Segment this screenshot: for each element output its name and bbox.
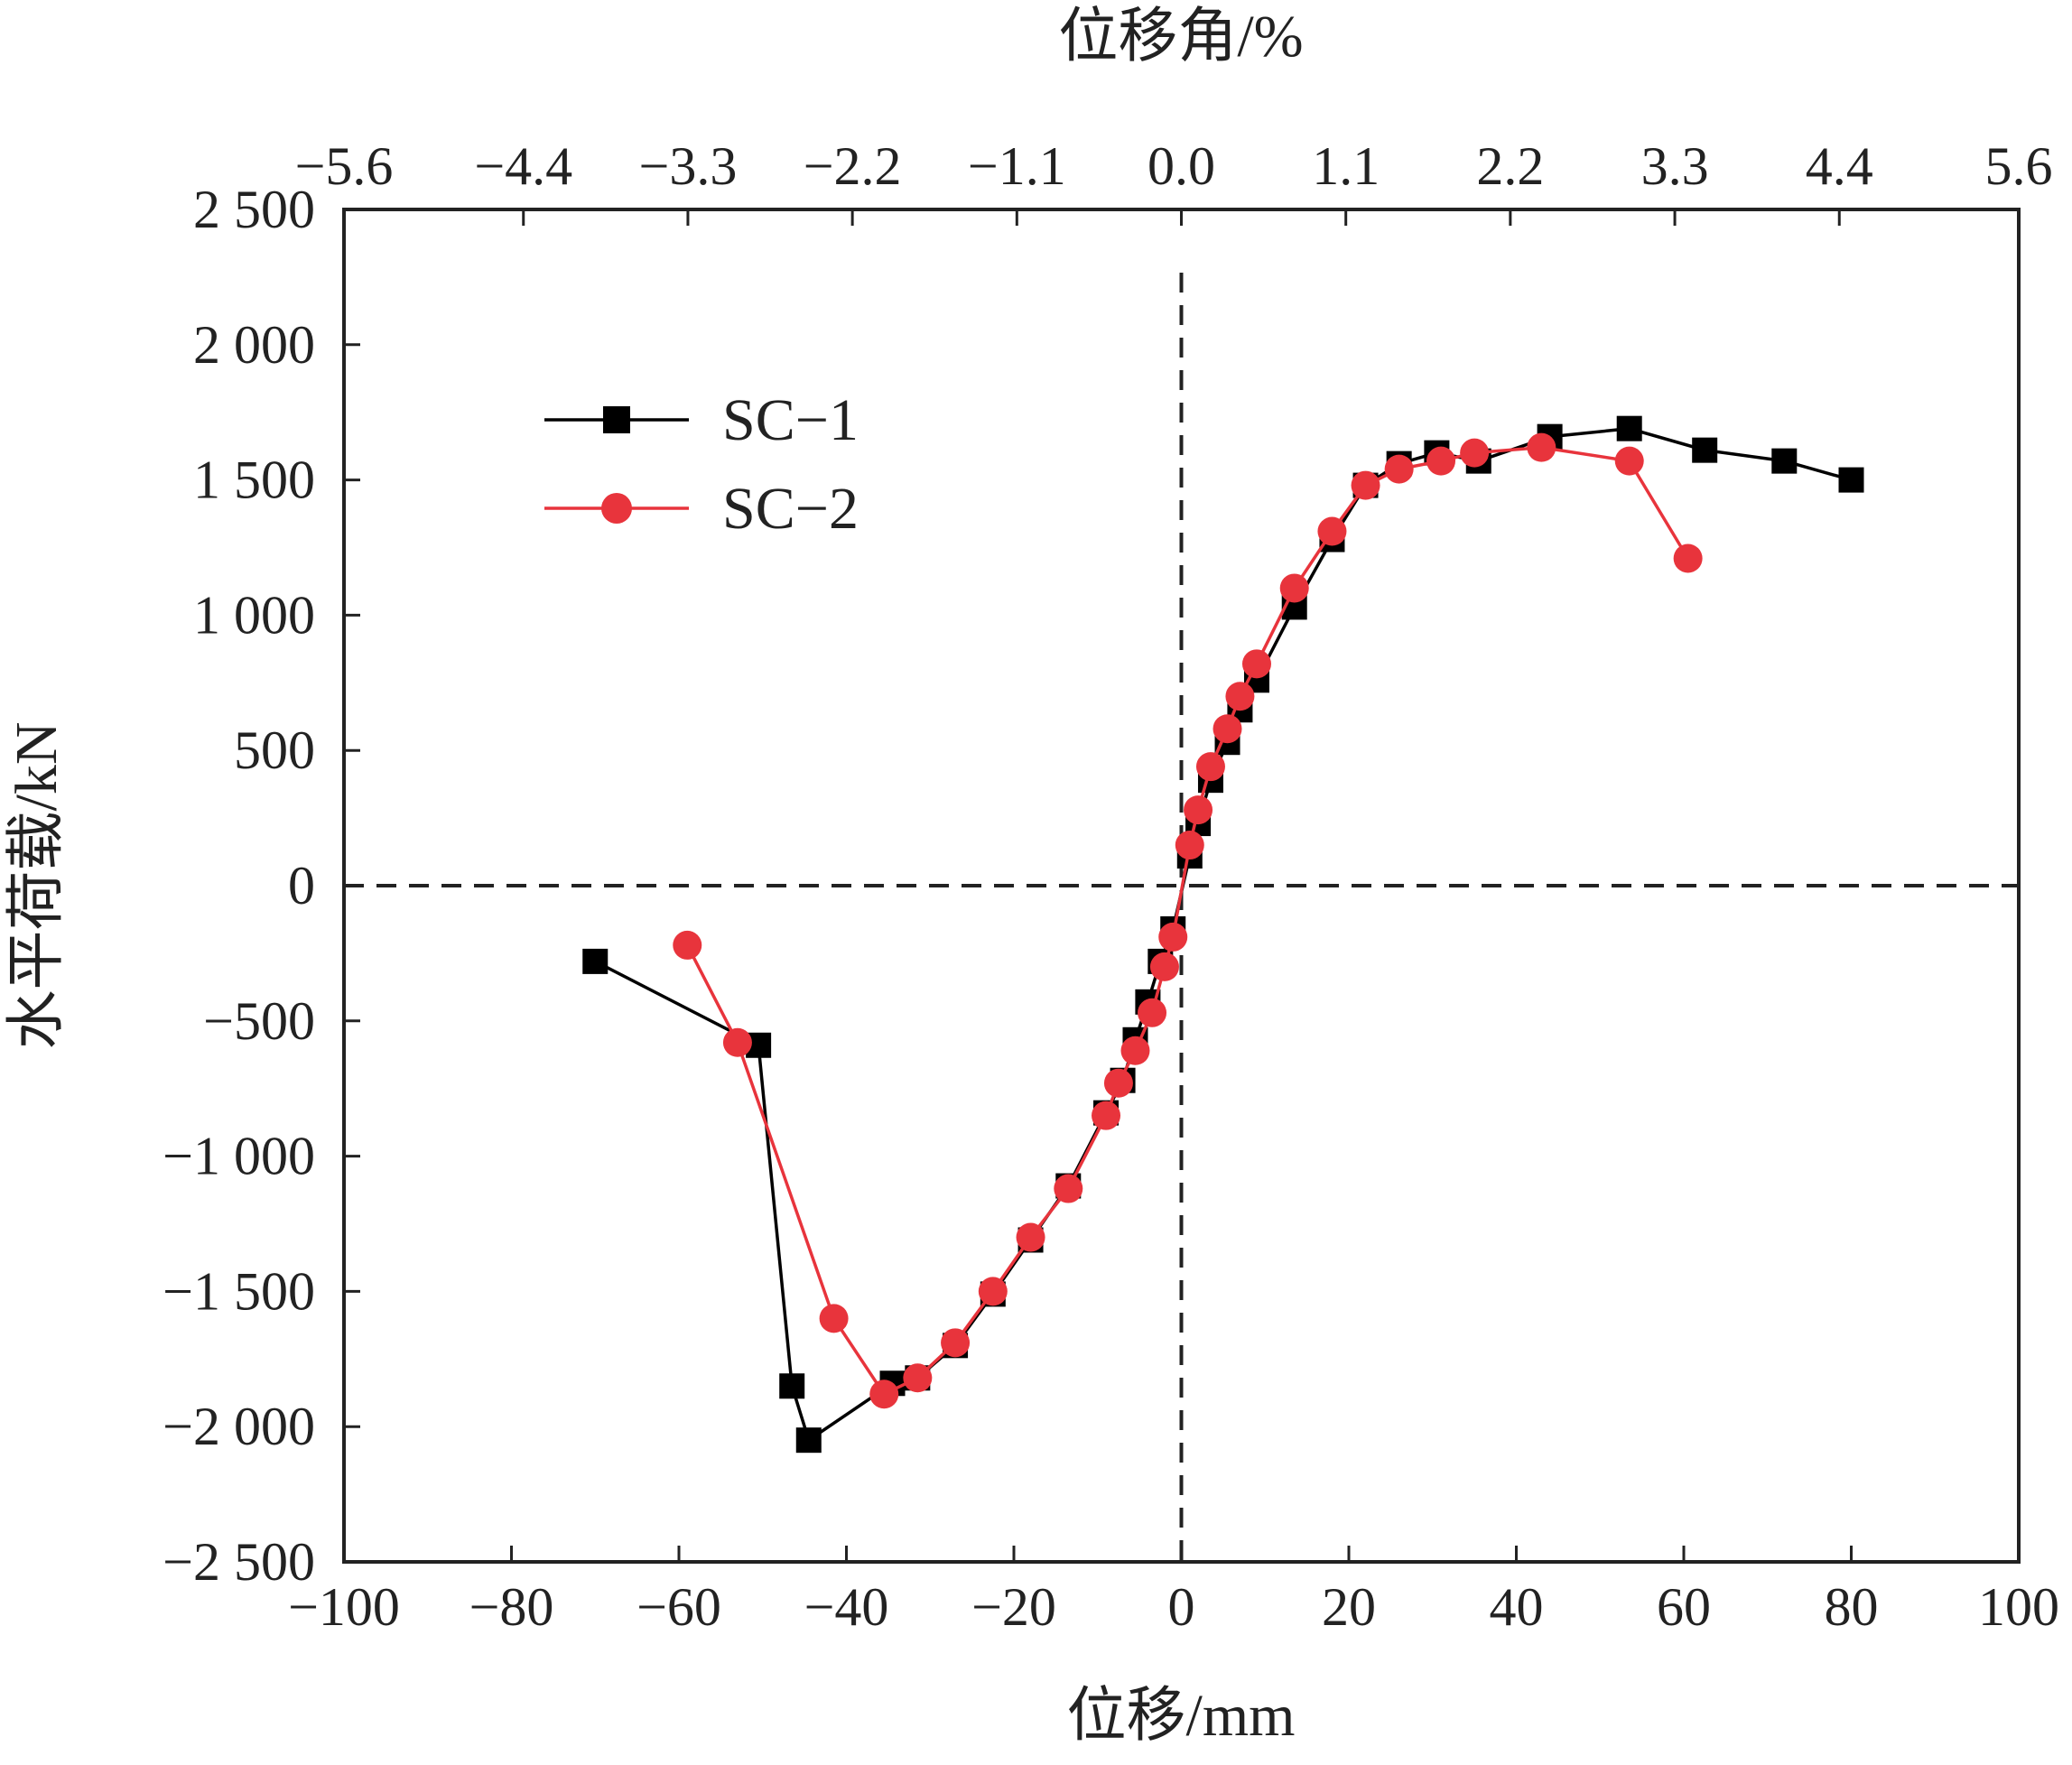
top-x-tick-label: 1.1	[1312, 136, 1380, 196]
y-tick-label: 0	[288, 856, 315, 915]
series-1-point	[779, 1373, 805, 1399]
top-x-tick-label: −1.1	[968, 136, 1066, 196]
series-2-point	[941, 1328, 971, 1358]
legend: SC−1 SC−2	[544, 387, 859, 542]
series-2-point	[1673, 543, 1703, 573]
series-2-point	[1279, 573, 1309, 603]
series-2-point	[1138, 998, 1167, 1027]
legend-item: SC−2	[544, 476, 859, 542]
top-x-tick-label: 5.6	[1985, 136, 2053, 196]
x-axis-title: 位移/mm	[1066, 1683, 1295, 1749]
series-2-point	[1195, 752, 1225, 782]
series-2-point	[673, 930, 702, 960]
top-x-tick-label: −5.6	[295, 136, 394, 196]
series-2-point	[1614, 446, 1644, 476]
series-1-point	[582, 948, 609, 974]
reference-lines	[344, 273, 2019, 1562]
x-tick-label: −100	[288, 1577, 400, 1637]
top-x-tick-label: 2.2	[1476, 136, 1544, 196]
series-1-point	[1616, 415, 1642, 441]
x-tick-label: 20	[1322, 1577, 1376, 1637]
series-2-point	[903, 1363, 933, 1393]
x-tick-label: −20	[971, 1577, 1056, 1637]
x-tick-label: −60	[636, 1577, 721, 1637]
top-x-axis-title: 位移角/%	[1058, 4, 1303, 70]
y-tick-label: −500	[203, 991, 315, 1051]
top-x-tick-label: 0.0	[1147, 136, 1215, 196]
y-tick-label: −2 000	[163, 1397, 315, 1456]
series-2-point	[1054, 1174, 1083, 1203]
series-2-point	[1241, 649, 1271, 679]
y-tick-label: −2 500	[163, 1532, 315, 1592]
series-2-point	[1016, 1222, 1045, 1252]
y-tick-label: 500	[234, 720, 315, 780]
top-x-tick-label: 3.3	[1641, 136, 1709, 196]
y-tick-label: −1 500	[163, 1261, 315, 1321]
legend-item: SC−1	[544, 387, 859, 453]
series-2-point	[1120, 1036, 1150, 1065]
x-tick-label: 60	[1657, 1577, 1711, 1637]
legend-marker	[601, 493, 632, 524]
y-tick-label: 1 000	[193, 585, 315, 645]
y-tick-label: 2 000	[193, 315, 315, 375]
series-2-point	[1158, 922, 1188, 952]
x-tick-label: 100	[1978, 1577, 2059, 1637]
series-2-point	[869, 1379, 899, 1409]
x-tick-label: 40	[1490, 1577, 1544, 1637]
series-2-point	[1351, 470, 1380, 500]
y-tick-label: 2 500	[193, 180, 315, 239]
series-2-point	[1426, 446, 1456, 476]
series-2-point	[1149, 952, 1179, 981]
series-1-point	[1771, 448, 1798, 474]
series-2-point	[1527, 432, 1556, 462]
y-axis-title: 水平荷载/kN	[4, 722, 70, 1050]
series-2-point	[1384, 454, 1414, 484]
legend-marker	[603, 406, 630, 433]
x-tick-label: 0	[1168, 1577, 1195, 1637]
x-tick-label: −80	[469, 1577, 554, 1637]
series-2-point	[1213, 714, 1242, 744]
series-2-point	[1103, 1068, 1133, 1098]
legend-label: SC−2	[722, 476, 859, 542]
plot-area-frame	[342, 208, 2021, 1564]
series-2-point	[1092, 1101, 1121, 1130]
top-x-tick-label: 4.4	[1806, 136, 1873, 196]
series-2	[673, 432, 1703, 1409]
series-1-point	[1838, 467, 1864, 493]
series-2-point	[819, 1304, 849, 1333]
y-tick-label: 1 500	[193, 451, 315, 510]
top-x-tick-label: −4.4	[474, 136, 572, 196]
x-tick-label: 80	[1825, 1577, 1879, 1637]
series-2-point	[1317, 516, 1347, 546]
series-2-point	[1225, 682, 1255, 711]
top-x-tick-label: −2.2	[804, 136, 902, 196]
series-2-point	[1175, 831, 1204, 860]
top-x-tick-label: −3.3	[639, 136, 738, 196]
x-tick-label: −40	[804, 1577, 889, 1637]
axis-ticks	[342, 208, 2021, 1564]
series-1-point	[795, 1427, 822, 1454]
y-tick-label: −1 000	[163, 1127, 315, 1186]
series-layer	[582, 415, 1864, 1454]
series-2-point	[1184, 795, 1213, 825]
series-1-point	[1692, 437, 1718, 463]
series-2-point	[978, 1277, 1008, 1306]
series-2-point	[722, 1027, 752, 1057]
tick-labels: −100 −80 −60 −40 −20 0 20 40 60 80 100 2 500 2 000 1 …	[163, 136, 2059, 1637]
series-2-point	[1460, 438, 1490, 468]
legend-label: SC−1	[722, 387, 859, 453]
